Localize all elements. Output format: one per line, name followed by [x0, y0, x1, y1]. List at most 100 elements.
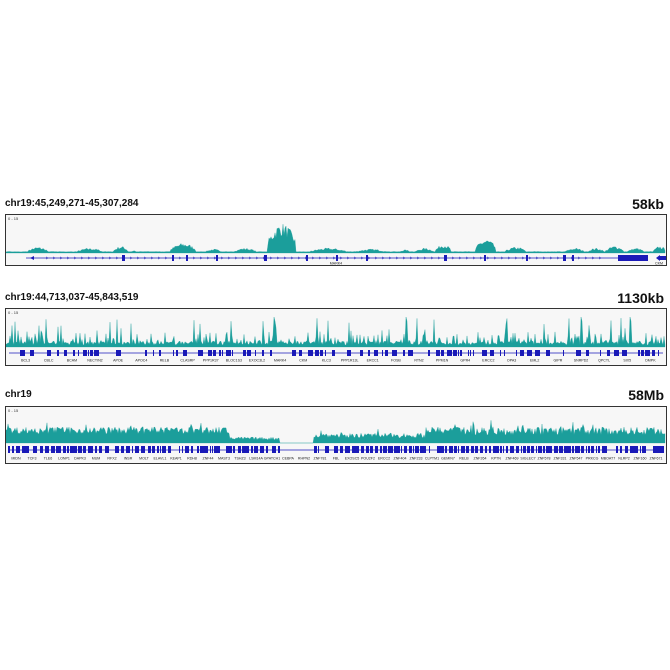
exon-block — [200, 446, 203, 453]
exon-block — [602, 446, 605, 453]
exon-block — [95, 446, 97, 453]
exon-block — [58, 446, 61, 453]
exon-block — [70, 446, 74, 453]
gene-label: POU2F2 — [361, 457, 375, 461]
strand-tick — [192, 256, 196, 260]
exon-block — [444, 255, 447, 261]
strand-arrow — [30, 256, 34, 260]
exon-block — [191, 446, 193, 453]
exon-block — [473, 350, 474, 356]
gene-label: TLE6 — [44, 457, 53, 461]
exon-block — [213, 350, 216, 356]
exon-block — [480, 446, 482, 453]
strand-tick — [157, 256, 161, 260]
exon-block — [347, 350, 351, 356]
strand-tick — [472, 256, 476, 260]
exon-block — [535, 350, 540, 356]
exon-block — [320, 350, 323, 356]
exon-block — [135, 446, 137, 453]
exon-block — [172, 255, 174, 261]
strand-tick — [395, 256, 399, 260]
gene-label: MARK4 — [330, 262, 342, 266]
gene-label: KPTN — [491, 457, 501, 461]
exon-block — [616, 446, 618, 453]
exon-block — [89, 446, 93, 453]
exon-block — [453, 350, 457, 356]
strand-tick — [381, 256, 385, 260]
strand-tick — [80, 256, 84, 260]
exon-block — [653, 446, 657, 453]
exon-block — [159, 350, 161, 356]
gene-label: GIPR — [554, 359, 563, 363]
exon-block — [218, 446, 220, 453]
exon-block — [264, 255, 267, 261]
gene-label: MBOAT7 — [601, 457, 616, 461]
exon-block — [20, 350, 25, 356]
exon-block — [116, 350, 121, 356]
strand-tick — [507, 256, 511, 260]
exon-block — [441, 350, 444, 356]
exon-block — [458, 446, 459, 453]
strand-tick — [486, 256, 490, 260]
strand-tick — [458, 256, 462, 260]
signal-track: BCL3 CBLC BCAM NECTIN2 APOE APOC4 RELB CLASRP PP… — [6, 316, 666, 363]
exon-block — [233, 446, 235, 453]
exon-block — [67, 446, 69, 453]
gene-label: PPP1R37 — [203, 359, 219, 363]
exon-block — [122, 255, 125, 261]
exon-block — [198, 350, 203, 356]
strand-tick — [367, 256, 371, 260]
exon-block — [475, 446, 478, 453]
exon-block — [461, 446, 465, 453]
gene-label: ZNF781 — [314, 457, 327, 461]
exon-block — [408, 350, 413, 356]
strand-tick — [178, 256, 182, 260]
scale-label: 58Mb — [628, 387, 664, 403]
exon-block — [260, 446, 264, 453]
strand-tick — [255, 256, 259, 260]
exon-block — [197, 446, 199, 453]
exon-block — [428, 350, 430, 356]
exon-block — [652, 350, 655, 356]
gene-label: ELAVL1 — [154, 457, 167, 461]
exon-block — [415, 446, 419, 453]
exon-block — [340, 446, 343, 453]
strand-arrow — [656, 255, 660, 261]
exon-block — [214, 446, 218, 453]
gene-label: SIGLEC7 — [520, 457, 535, 461]
gene-label: RELB — [459, 457, 469, 461]
exon-block — [586, 350, 589, 356]
gene-label: ERCC1 — [367, 359, 379, 363]
strand-tick — [535, 256, 539, 260]
gene-label: CEBPA — [282, 457, 295, 461]
strand-tick — [66, 256, 70, 260]
gene-label: ZNF671 — [650, 457, 663, 461]
exon-block — [482, 446, 483, 453]
exon-block — [94, 350, 99, 356]
exon-block — [383, 446, 387, 453]
exon-block — [176, 350, 178, 356]
exon-block — [506, 446, 508, 453]
exon-block — [575, 446, 577, 453]
exon-block — [345, 446, 348, 453]
exon-block — [358, 446, 359, 453]
exon-block — [25, 446, 29, 453]
strand-tick — [199, 256, 203, 260]
strand-tick — [59, 256, 63, 260]
gene-label: BCL3 — [21, 359, 30, 363]
exon-block — [503, 446, 504, 453]
exon-block — [173, 350, 174, 356]
exon-block — [409, 446, 412, 453]
exon-block — [482, 350, 487, 356]
exon-block — [203, 446, 205, 453]
exon-block — [563, 350, 564, 356]
exon-block — [230, 446, 232, 453]
exon-block — [511, 446, 514, 453]
strand-tick — [87, 256, 91, 260]
exon-block — [454, 446, 457, 453]
exon-block — [531, 446, 534, 453]
exon-block — [348, 446, 350, 453]
strand-tick — [402, 256, 406, 260]
strand-tick — [150, 256, 154, 260]
exon-block — [88, 350, 89, 356]
